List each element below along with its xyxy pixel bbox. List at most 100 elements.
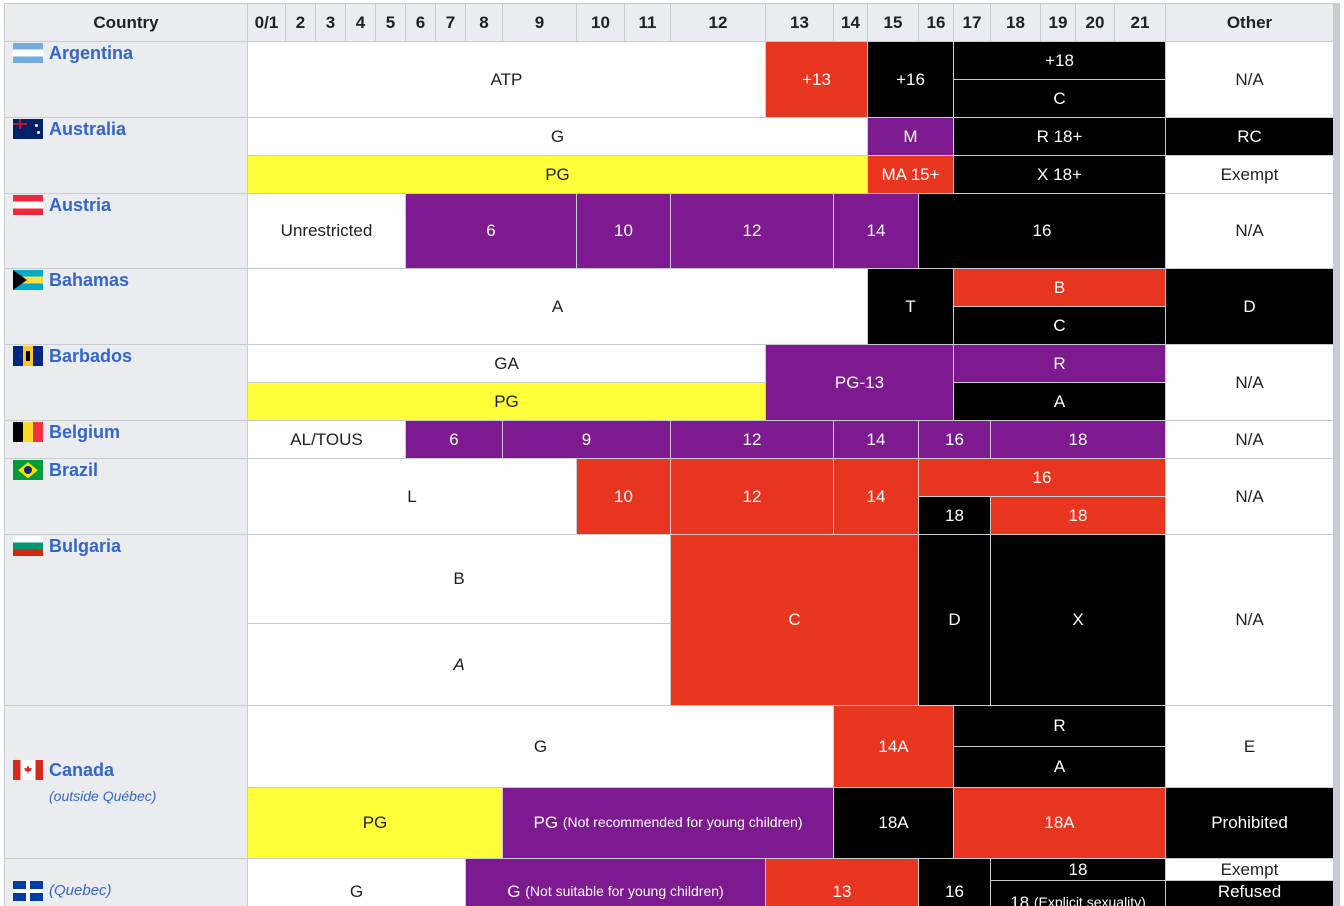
country-cell-quebec: (Quebec) [5,859,247,906]
rating-18: 18 [991,859,1165,881]
rating-prohibited: Prohibited [1166,788,1333,858]
rating-6: 6 [406,194,576,268]
header-other: Other [1166,4,1333,41]
rating-l: L [248,459,576,534]
rating-16: 16 [919,421,990,458]
rating-m: M [868,118,953,155]
rating-d: D [1166,269,1333,344]
rating-16: 16 [919,459,1165,496]
country-link-canada[interactable]: Canada [49,760,115,780]
rating-pg: PG [248,788,502,858]
header-age: 5 [376,4,405,41]
country-cell-barbados: Barbados [5,345,247,420]
rating-other: N/A [1166,535,1333,705]
rating-g-not-suitable: G (Not suitable for young children) [466,859,765,906]
rating-exempt: Exempt [1166,156,1333,193]
header-age: 16 [919,4,953,41]
header-age: 11 [625,4,670,41]
country-link-brazil[interactable]: Brazil [49,460,99,480]
rating-a: A [248,624,670,705]
country-link-bulgaria[interactable]: Bulgaria [49,536,122,556]
rating-d: D [919,535,990,705]
barbados-flag-icon [13,346,43,367]
rating-a: A [248,269,867,344]
rating-pg13: PG-13 [766,345,953,420]
rating-r: R [954,345,1165,382]
quebec-flag-icon [13,881,43,902]
country-cell-bulgaria: Bulgaria [5,535,247,705]
header-age: 17 [954,4,990,41]
rating-18a-black: 18A [834,788,953,858]
header-age: 19 [1041,4,1075,41]
header-age: 8 [466,4,502,41]
age-ratings-table: Country 0/1 2 3 4 5 6 7 8 9 10 11 12 13 … [4,3,1340,906]
country-cell-belgium: Belgium [5,421,247,458]
rating-10: 10 [577,194,670,268]
rating-pg-label: PG [533,813,559,833]
rating-16: +16 [868,42,953,117]
rating-al-tous: AL/TOUS [248,421,405,458]
rating-b: B [954,269,1165,306]
rating-other: N/A [1166,194,1333,268]
rating-atp: ATP [248,42,765,117]
rating-13: +13 [766,42,867,117]
rating-t: T [868,269,953,344]
rating-b: B [248,535,670,623]
rating-14a: 14A [834,706,953,787]
rating-e: E [1166,706,1333,787]
rating-12: 12 [671,421,833,458]
country-link-quebec[interactable]: (Quebec) [49,882,112,899]
country-link-australia[interactable]: Australia [49,119,127,139]
rating-a: A [954,747,1165,787]
rating-r18: R 18+ [954,118,1165,155]
rating-x18: X 18+ [954,156,1165,193]
country-cell-brazil: Brazil [5,459,247,534]
rating-10: 10 [577,459,670,534]
rating-other: N/A [1166,459,1333,534]
header-age: 20 [1076,4,1114,41]
rating-g: G [248,859,465,906]
header-age: 21 [1115,4,1165,41]
rating-12: 12 [671,194,833,268]
rating-18: +18 [954,42,1165,79]
rating-x: X [991,535,1165,705]
belgium-flag-icon [13,422,43,443]
rating-13: 13 [766,859,918,906]
rating-pg-not-recommended: PG (Not recommended for young children) [503,788,833,858]
rating-g: G [248,118,867,155]
austria-flag-icon [13,195,43,216]
rating-rc: RC [1166,118,1333,155]
rating-ga: GA [248,345,765,382]
header-country: Country [5,4,247,41]
australia-flag-icon [13,119,43,140]
rating-refused: Refused classification [1166,881,1333,906]
country-link-bahamas[interactable]: Bahamas [49,270,130,290]
header-age: 14 [834,4,867,41]
rating-16: 16 [919,859,990,906]
rating-12: 12 [671,459,833,534]
header-age: 13 [766,4,833,41]
rating-r: R [954,706,1165,746]
rating-g: G [248,706,833,787]
country-link-barbados[interactable]: Barbados [49,346,133,366]
canada-r-a-stack: R A [954,706,1165,787]
rating-c: C [671,535,918,705]
country-link-argentina[interactable]: Argentina [49,43,134,63]
header-age: 18 [991,4,1040,41]
country-link-belgium[interactable]: Belgium [49,422,121,442]
rating-18a-red: 18A [954,788,1165,858]
rating-18-red: 18 [991,497,1165,534]
header-age: 2 [286,4,315,41]
rating-9: 9 [503,421,670,458]
rating-14: 14 [834,421,918,458]
country-cell-austria: Austria [5,194,247,268]
country-cell-bahamas: Bahamas [5,269,247,344]
header-age: 10 [577,4,624,41]
rating-g-note: (Not suitable for young children) [525,882,724,899]
rating-pg-note: (Not recommended for young children) [562,814,803,831]
country-link-austria[interactable]: Austria [49,195,112,215]
bulgaria-flag-icon [13,536,43,557]
header-age: 6 [406,4,435,41]
rating-16: 16 [919,194,1165,268]
rating-18-black: 18 [919,497,990,534]
